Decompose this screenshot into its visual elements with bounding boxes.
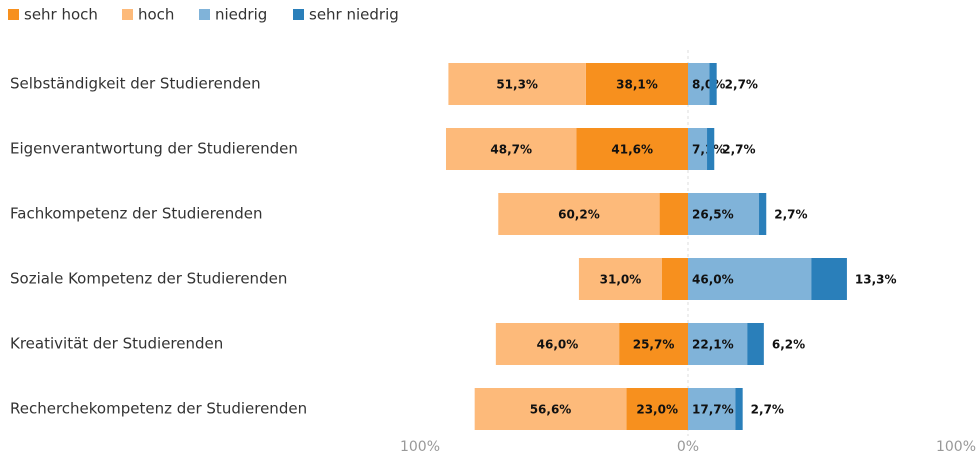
value-label: 41,6% — [611, 143, 653, 157]
value-label: 56,6% — [530, 403, 572, 417]
bar-segment — [707, 128, 715, 170]
value-label: 8,0% — [692, 78, 725, 92]
value-label: 48,7% — [490, 143, 532, 157]
value-label: 17,7% — [692, 403, 734, 417]
bar-segment — [811, 258, 847, 300]
bar-segment — [735, 388, 743, 430]
value-label: 25,7% — [633, 338, 675, 352]
bar-segment — [759, 193, 767, 235]
bar-segment — [688, 63, 710, 105]
legend-label: niedrig — [215, 6, 267, 24]
bar-segment — [688, 128, 708, 170]
value-label: 38,1% — [616, 78, 658, 92]
value-label: 22,1% — [692, 338, 734, 352]
legend-swatch — [199, 9, 210, 20]
value-label: 2,7% — [751, 403, 784, 417]
bar-segment — [688, 323, 748, 365]
value-label: 23,0% — [636, 403, 678, 417]
bar-segment — [688, 388, 736, 430]
value-label: 2,7% — [725, 78, 758, 92]
bar-segment — [619, 323, 688, 365]
value-label: 2,7% — [722, 143, 755, 157]
bar-segment — [585, 63, 688, 105]
bar-segment — [662, 258, 688, 300]
bar-segment — [474, 388, 627, 430]
category-label: Eigenverantwortung der Studierenden — [10, 140, 298, 158]
x-tick-label: 100% — [400, 439, 440, 455]
bar-segment — [498, 193, 660, 235]
value-label: 2,7% — [774, 208, 807, 222]
bar-segment — [688, 193, 760, 235]
legend-label: hoch — [138, 6, 174, 24]
bar-segment — [747, 323, 764, 365]
value-label: 13,3% — [855, 273, 897, 287]
bar-segment — [445, 128, 577, 170]
category-label: Recherchekompetenz der Studierenden — [10, 400, 307, 418]
legend-swatch — [293, 9, 304, 20]
bar-segment — [495, 323, 620, 365]
bar-segment — [626, 388, 688, 430]
value-label: 31,0% — [600, 273, 642, 287]
bar-segment — [576, 128, 688, 170]
legend-label: sehr niedrig — [309, 6, 399, 24]
category-label: Kreativität der Studierenden — [10, 335, 223, 353]
value-label: 46,0% — [537, 338, 579, 352]
bar-segment — [578, 258, 663, 300]
legend-swatch — [122, 9, 133, 20]
category-label: Fachkompetenz der Studierenden — [10, 205, 263, 223]
value-label: 46,0% — [692, 273, 734, 287]
value-label: 60,2% — [558, 208, 600, 222]
bar-segment — [709, 63, 717, 105]
value-label: 51,3% — [496, 78, 538, 92]
category-label: Selbständigkeit der Studierenden — [10, 75, 261, 93]
legend-label: sehr hoch — [24, 6, 98, 24]
bar-segment — [659, 193, 688, 235]
legend-swatch — [8, 9, 19, 20]
x-tick-label: 100% — [936, 439, 976, 455]
category-label: Soziale Kompetenz der Studierenden — [10, 270, 287, 288]
bar-segment — [448, 63, 586, 105]
x-tick-label: 0% — [677, 439, 699, 455]
bar-segment — [688, 258, 812, 300]
value-label: 6,2% — [772, 338, 805, 352]
value-label: 26,5% — [692, 208, 734, 222]
